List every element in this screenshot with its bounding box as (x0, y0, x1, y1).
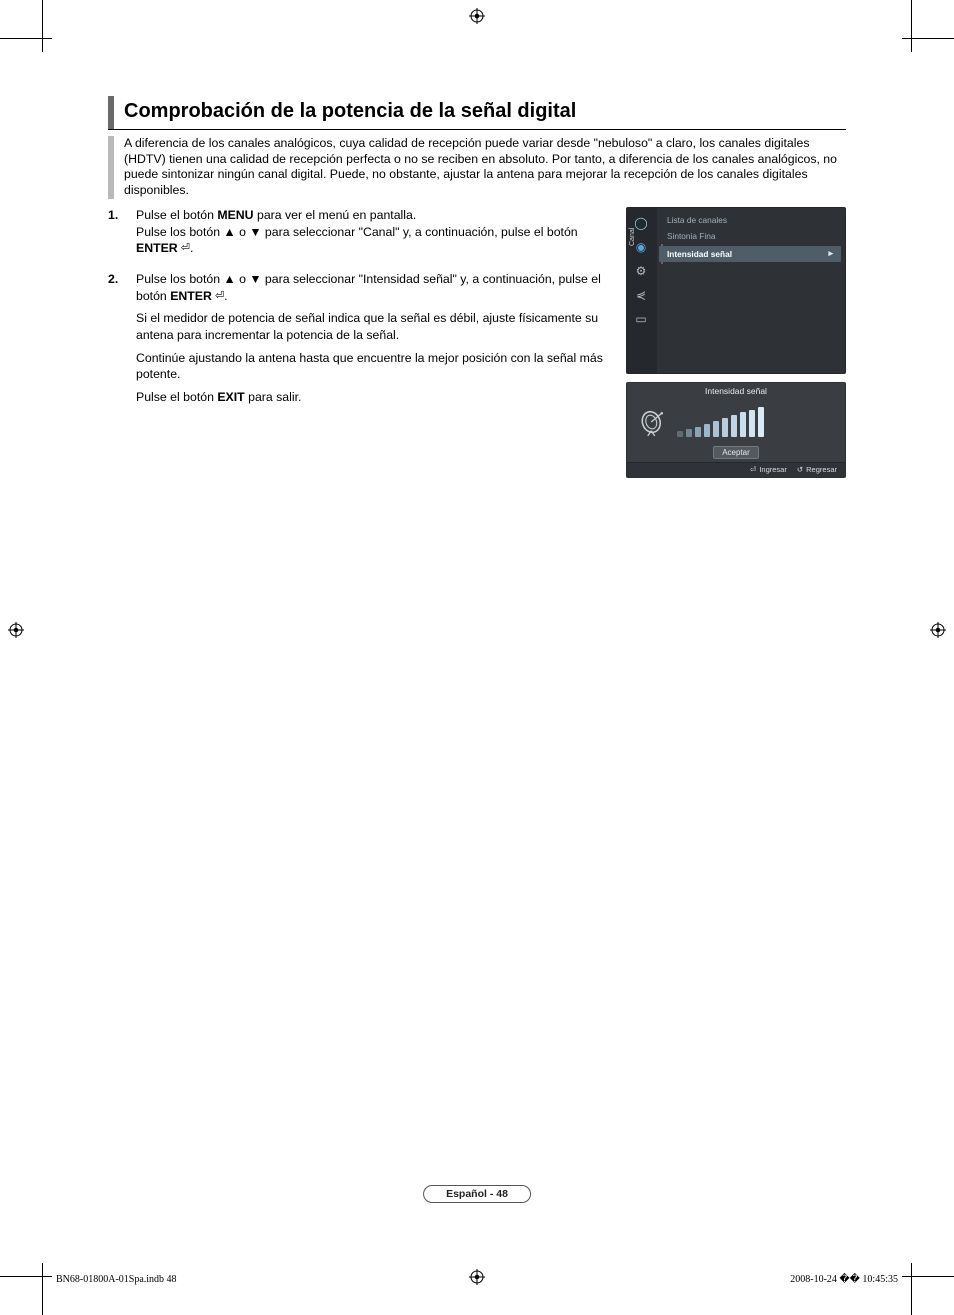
section-title: Comprobación de la potencia de la señal … (124, 96, 576, 129)
signal-bar (713, 421, 719, 437)
signal-bar (731, 415, 737, 437)
registration-mark-icon (469, 8, 485, 24)
step-1: 1. Pulse el botón MENU para ver el menú … (108, 207, 612, 263)
title-accent-bar (108, 96, 114, 129)
crop-mark (0, 1276, 52, 1277)
signal-strength-bars (677, 407, 764, 437)
illustrations-column: Canal ◯ ◉ ⚙ ⋞ ▭ Lista de canales Sintoni… (626, 207, 846, 478)
accept-button: Aceptar (713, 446, 759, 459)
signal-bar (686, 429, 692, 437)
loop-icon: ◯ (632, 214, 650, 232)
step-paragraph: Pulse el botón MENU para ver el menú en … (136, 207, 612, 257)
signal-bar (740, 412, 746, 437)
enter-icon: ⏎ (212, 290, 224, 302)
footer-filename: BN68-01800A-01Spa.indb 48 (56, 1274, 177, 1285)
osd-menu-list: Lista de canales Sintonia Fina Intensida… (659, 212, 841, 264)
satellite-dish-icon (639, 408, 667, 436)
osd-footer: ⏎Ingresar ↺Regresar (627, 462, 845, 477)
signal-bar (704, 424, 710, 437)
crop-mark (42, 0, 43, 52)
step-paragraph: Continúe ajustando la antena hasta que e… (136, 350, 612, 383)
osd-signal-strength: Intensidad señal Aceptar ⏎Ingresar (626, 382, 846, 478)
crop-mark (902, 38, 954, 39)
step-paragraph: Pulse el botón EXIT para salir. (136, 389, 612, 406)
registration-mark-icon (930, 622, 946, 638)
page-number-badge: Español - 48 (423, 1185, 531, 1203)
footer-timestamp: 2008-10-24 �� 10:45:35 (790, 1274, 898, 1285)
intro-accent-bar (108, 136, 114, 199)
signal-icon: ⋞ (632, 286, 650, 304)
crop-mark (42, 1263, 43, 1315)
osd-dots (659, 262, 841, 264)
signal-bar (749, 410, 755, 437)
step-number: 2. (108, 271, 136, 411)
osd-menu-item: Sintonia Fina (659, 228, 841, 244)
print-footer: BN68-01800A-01Spa.indb 48 2008-10-24 �� … (56, 1274, 898, 1285)
intro-text: A diferencia de los canales analógicos, … (124, 136, 846, 199)
chevron-right-icon: ► (827, 248, 835, 258)
step-2: 2. Pulse los botón ▲ o ▼ para selecciona… (108, 271, 612, 411)
crop-mark (911, 0, 912, 52)
crop-mark (911, 1263, 912, 1315)
osd-signal-title: Intensidad señal (627, 383, 845, 399)
step-paragraph: Si el medidor de potencia de señal indic… (136, 310, 612, 343)
osd-menu-item: Lista de canales (659, 212, 841, 228)
footer-enter: ⏎Ingresar (750, 465, 787, 474)
osd-menu-item-selected: Intensidad señal ► (659, 246, 841, 262)
crop-mark (902, 1276, 954, 1277)
input-icon: ▭ (632, 310, 650, 328)
section-title-block: Comprobación de la potencia de la señal … (108, 96, 846, 130)
return-icon: ↺ (797, 465, 803, 474)
intro-block: A diferencia de los canales analógicos, … (108, 136, 846, 199)
osd-sidebar: Canal ◯ ◉ ⚙ ⋞ ▭ (627, 208, 657, 373)
osd-channel-menu: Canal ◯ ◉ ⚙ ⋞ ▭ Lista de canales Sintoni… (626, 207, 846, 374)
step-paragraph: Pulse los botón ▲ o ▼ para seleccionar "… (136, 271, 612, 304)
registration-mark-icon (8, 622, 24, 638)
enter-icon: ⏎ (750, 465, 756, 474)
signal-bar (677, 431, 683, 437)
signal-bar (722, 418, 728, 437)
gear-icon: ⚙ (632, 262, 650, 280)
crop-mark (0, 38, 52, 39)
step-number: 1. (108, 207, 136, 263)
enter-icon: ⏎ (178, 242, 190, 254)
signal-bar (758, 407, 764, 437)
antenna-icon: ◉ (632, 238, 650, 256)
signal-bar (695, 427, 701, 437)
footer-return: ↺Regresar (797, 465, 837, 474)
steps-column: 1. Pulse el botón MENU para ver el menú … (108, 207, 612, 478)
